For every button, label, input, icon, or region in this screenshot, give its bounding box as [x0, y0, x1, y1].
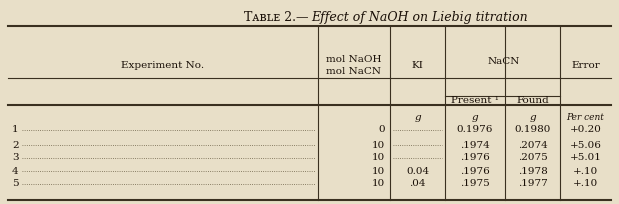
Text: Per cent: Per cent	[566, 113, 604, 122]
Text: g: g	[529, 113, 536, 122]
Text: +5.06: +5.06	[569, 141, 602, 150]
Text: Experiment No.: Experiment No.	[121, 61, 204, 70]
Text: 5: 5	[12, 180, 19, 188]
Text: Effect of NaOH on Liebig titration: Effect of NaOH on Liebig titration	[311, 11, 527, 24]
Text: KI: KI	[412, 61, 423, 70]
Text: .1977: .1977	[517, 180, 547, 188]
Text: 10: 10	[372, 141, 385, 150]
Text: 4: 4	[12, 166, 19, 175]
Text: g: g	[472, 113, 478, 122]
Text: g: g	[414, 113, 421, 122]
Text: 1: 1	[12, 125, 19, 134]
Text: 0: 0	[378, 125, 385, 134]
Text: mol NaOH
mol NaCN: mol NaOH mol NaCN	[326, 55, 382, 76]
Text: .1978: .1978	[517, 166, 547, 175]
Text: .1975: .1975	[460, 180, 490, 188]
Text: 0.1976: 0.1976	[457, 125, 493, 134]
Text: .2075: .2075	[517, 153, 547, 163]
Text: Present ¹: Present ¹	[451, 96, 499, 105]
Text: .2074: .2074	[517, 141, 547, 150]
Text: .1976: .1976	[460, 153, 490, 163]
Text: 2: 2	[12, 141, 19, 150]
Text: .1974: .1974	[460, 141, 490, 150]
Text: .04: .04	[409, 180, 426, 188]
Text: 10: 10	[372, 180, 385, 188]
Text: +0.20: +0.20	[569, 125, 602, 134]
Text: .1976: .1976	[460, 166, 490, 175]
Text: +.10: +.10	[573, 180, 598, 188]
Text: 0.04: 0.04	[406, 166, 429, 175]
Text: Found: Found	[516, 96, 549, 105]
Text: Tᴀʙʟᴇ 2.—: Tᴀʙʟᴇ 2.—	[245, 11, 309, 24]
Text: NaCN: NaCN	[488, 57, 520, 65]
Text: 3: 3	[12, 153, 19, 163]
Text: Error: Error	[571, 61, 600, 70]
Text: 10: 10	[372, 153, 385, 163]
Text: +.10: +.10	[573, 166, 598, 175]
Text: 10: 10	[372, 166, 385, 175]
Text: +5.01: +5.01	[569, 153, 602, 163]
Text: 0.1980: 0.1980	[514, 125, 551, 134]
